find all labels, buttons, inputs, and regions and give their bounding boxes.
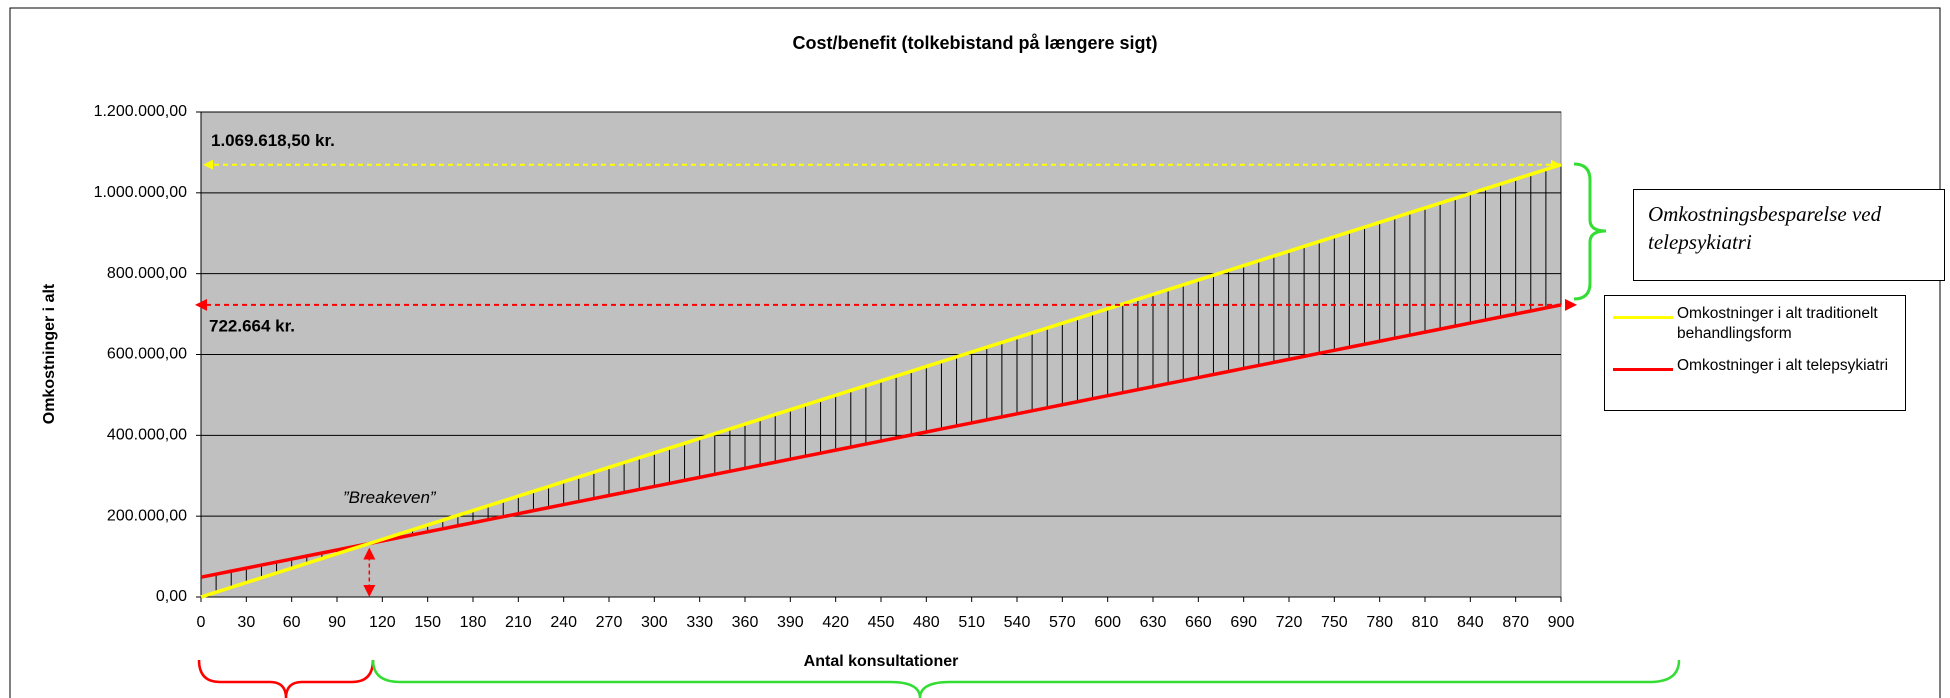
y-tick-label: 0,00 [156, 588, 187, 605]
x-tick-label: 420 [822, 614, 849, 631]
x-tick-label: 360 [732, 614, 759, 631]
x-tick-label: 810 [1412, 614, 1439, 631]
x-tick-label: 180 [460, 614, 487, 631]
y-axis-label: Omkostninger i alt [41, 283, 58, 424]
x-tick-label: 240 [550, 614, 577, 631]
x-tick-label: 510 [958, 614, 985, 631]
x-tick-label: 780 [1366, 614, 1393, 631]
x-tick-label: 540 [1004, 614, 1031, 631]
x-tick-label: 600 [1094, 614, 1121, 631]
x-axis-label: Antal konsultationer [804, 653, 959, 670]
x-tick-label: 720 [1276, 614, 1303, 631]
y-tick-label: 1.000.000,00 [94, 184, 188, 201]
annotation-box: Omkostningsbesparelse ved telepsykiatri [1633, 189, 1945, 281]
x-tick-label: 900 [1548, 614, 1575, 631]
legend-entry: Omkostninger i alt traditionelt behandli… [1677, 305, 1878, 342]
annotation: Omkostningsbesparelse ved telepsykiatri [1648, 202, 1882, 254]
legend-swatch [1613, 368, 1673, 371]
y-tick-label: 1.200.000,00 [94, 103, 188, 120]
x-tick-label: 120 [369, 614, 396, 631]
y-tick-label: 200.000,00 [107, 507, 187, 524]
x-tick-label: 660 [1185, 614, 1212, 631]
x-tick-label: 450 [868, 614, 895, 631]
savings-range-brace [371, 659, 1681, 698]
legend: Omkostninger i alt traditionelt behandli… [1604, 295, 1906, 411]
x-tick-label: 60 [283, 614, 301, 631]
annotation: 1.069.618,50 kr. [211, 131, 335, 150]
legend-entry: Omkostninger i alt telepsykiatri [1677, 357, 1889, 374]
x-tick-label: 150 [414, 614, 441, 631]
legend-swatch [1613, 316, 1673, 319]
series-line [200, 163, 1562, 599]
x-tick-label: 270 [596, 614, 623, 631]
x-tick-label: 840 [1457, 614, 1484, 631]
x-tick-label: 480 [913, 614, 940, 631]
x-tick-label: 750 [1321, 614, 1348, 631]
breakeven-brace [197, 659, 375, 698]
x-tick-label: 30 [237, 614, 255, 631]
series-line [200, 303, 1562, 579]
savings-brace [1573, 162, 1607, 301]
x-tick-label: 90 [328, 614, 346, 631]
x-tick-label: 330 [686, 614, 713, 631]
annotation: 722.664 kr. [209, 316, 295, 335]
y-tick-label: 600.000,00 [107, 346, 187, 363]
x-tick-label: 210 [505, 614, 532, 631]
x-tick-label: 300 [641, 614, 668, 631]
annotation: ”Breakeven” [343, 488, 437, 507]
x-tick-label: 870 [1502, 614, 1529, 631]
x-tick-label: 690 [1230, 614, 1257, 631]
chart-title: Cost/benefit (tolkebistand på længere si… [792, 33, 1157, 53]
x-tick-label: 390 [777, 614, 804, 631]
x-tick-label: 570 [1049, 614, 1076, 631]
x-tick-label: 0 [197, 614, 206, 631]
x-tick-label: 630 [1140, 614, 1167, 631]
y-tick-label: 800.000,00 [107, 265, 187, 282]
chart-frame [9, 7, 1941, 698]
y-tick-label: 400.000,00 [107, 427, 187, 444]
